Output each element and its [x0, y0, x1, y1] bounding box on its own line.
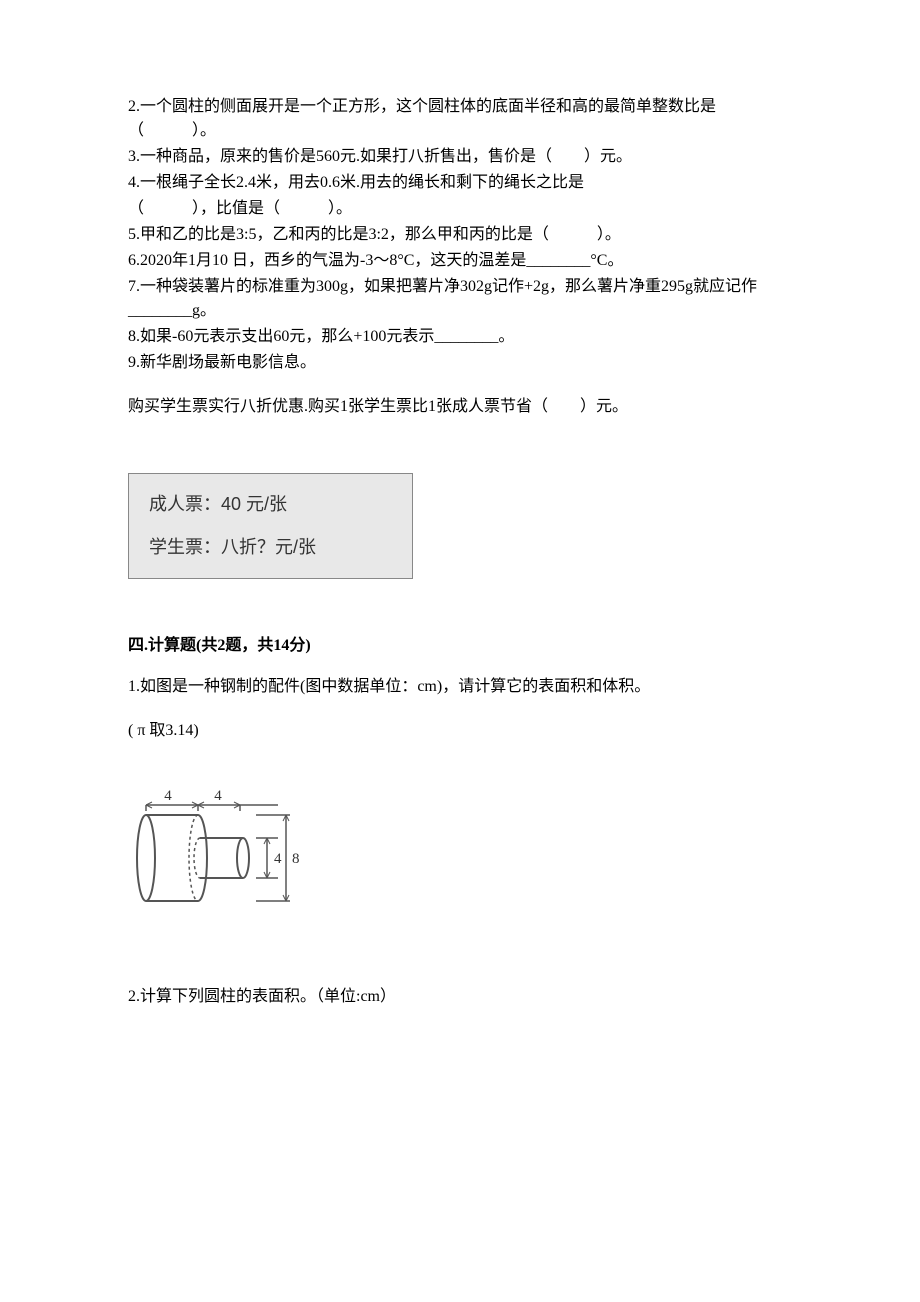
label-8: 8: [292, 851, 300, 867]
question-3: 3.一种商品，原来的售价是560元.如果打八折售出，售价是（ ）元。: [128, 145, 792, 169]
question-9: 9.新华剧场最新电影信息。: [128, 351, 792, 375]
question-7: 7.一种袋装薯片的标准重为300g，如果把薯片净302g记作+2g，那么薯片净重…: [128, 275, 792, 323]
adult-ticket-label: 成人票：40 元/张: [149, 492, 392, 517]
question-5: 5.甲和乙的比是3:5，乙和丙的比是3:2，那么甲和丙的比是（ ）。: [128, 223, 792, 247]
question-2: 2.一个圆柱的侧面展开是一个正方形，这个圆柱体的底面半径和高的最简单整数比是（ …: [128, 95, 792, 143]
section-4-title: 四.计算题(共2题，共14分): [128, 631, 792, 655]
section4-q1-line2: ( π 取3.14): [128, 719, 792, 743]
section4-q1-line1: 1.如图是一种钢制的配件(图中数据单位：cm)，请计算它的表面积和体积。: [128, 675, 792, 699]
question-4-line2: （ ），比值是（ ）。: [128, 197, 792, 221]
question-6: 6.2020年1月10 日，西乡的气温为-3～8°C，这天的温差是_______…: [128, 249, 792, 273]
label-4-height: 4: [274, 851, 282, 867]
question-8: 8.如果-60元表示支出60元，那么+100元表示________。: [128, 325, 792, 349]
question-4-line1: 4.一根绳子全长2.4米，用去0.6米.用去的绳长和剩下的绳长之比是: [128, 171, 792, 195]
section4-q2: 2.计算下列圆柱的表面积。（单位:cm）: [128, 985, 792, 1009]
label-4-left: 4: [164, 788, 172, 804]
question-9-sub: 购买学生票实行八折优惠.购买1张学生票比1张成人票节省（ ）元。: [128, 395, 792, 419]
cylinder-diagram: 4 4 4 8: [128, 783, 308, 933]
student-ticket-label: 学生票：八折？元/张: [149, 535, 392, 560]
ticket-price-box: 成人票：40 元/张 学生票：八折？元/张: [128, 473, 413, 579]
label-4-right: 4: [214, 788, 222, 804]
